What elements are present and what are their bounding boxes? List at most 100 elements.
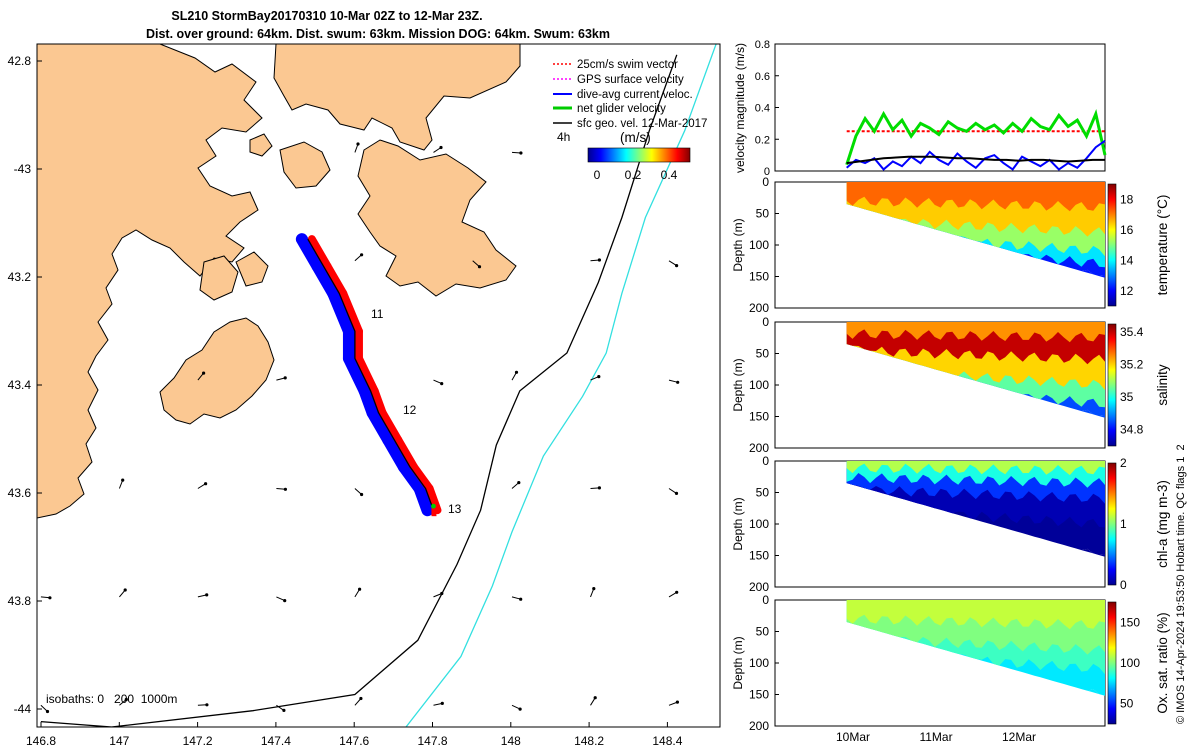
section-colorbar — [1107, 183, 1117, 307]
xtick-11mar: 11Mar — [919, 730, 952, 744]
section-ytick-label: 0 — [762, 593, 769, 607]
current-arrow-head — [205, 593, 209, 597]
vel-ytick-label: 0 — [764, 166, 770, 178]
vel-ytick-label: 0.8 — [755, 39, 770, 51]
dive-avg-current-band — [342, 352, 371, 397]
section-ytick-label: 150 — [749, 270, 769, 284]
glider-track-line — [307, 238, 435, 511]
current-arrow-head — [440, 382, 444, 386]
legend-dive-avg: dive-avg current veloc. — [577, 89, 693, 101]
current-arrow-head — [519, 151, 523, 155]
land-northeast — [273, 44, 521, 151]
current-arrow-head — [124, 697, 128, 702]
legend-gps-velocity: GPS surface velocity — [577, 74, 684, 86]
section-ylabel: Depth (m) — [731, 358, 745, 411]
dive-avg-current-band — [327, 287, 355, 338]
map-colorbar — [587, 147, 691, 163]
section-ytick-label: 100 — [749, 517, 769, 531]
current-arrow-head — [283, 599, 287, 603]
section-colorbar-tick: 35.2 — [1120, 358, 1144, 372]
current-arrow-head — [360, 253, 364, 257]
swim-vector-band — [394, 435, 418, 471]
land-island-3 — [235, 251, 269, 287]
section-ylabel: Depth (m) — [731, 218, 745, 271]
current-arrow-head — [283, 487, 287, 491]
title-line-2: Dist. over ground: 64km. Dist. swum: 63k… — [146, 27, 610, 41]
swim-vector-band — [409, 462, 434, 493]
colorbar-tick-2: 0.4 — [661, 168, 678, 182]
section-colorbar — [1107, 601, 1117, 725]
velocity-panel: 0 0.2 0.4 0.6 0.8 velocity magnitude (m/s) — [733, 39, 1107, 178]
section-colorbar-tick: 50 — [1120, 697, 1134, 711]
current-arrow-head — [674, 491, 679, 495]
current-arrow-head — [514, 370, 519, 374]
velocity-lines: 0 0.2 0.4 0.6 0.8 — [755, 39, 1107, 178]
credit-text: © IMOS 14-Apr-2024 19:53:50 Hobart time.… — [1175, 444, 1187, 724]
legend-interval: 4h — [557, 130, 570, 144]
map-xtick-label: 147.8 — [417, 734, 447, 748]
current-arrow-head — [518, 707, 522, 711]
map-ytick-label: 43.6 — [8, 486, 32, 500]
map-xtick-label: 148 — [501, 734, 521, 748]
velocity-series-line — [845, 108, 1107, 166]
section-layer — [846, 600, 1105, 630]
swim-vector-band — [354, 354, 379, 395]
current-arrow-head — [205, 703, 209, 707]
map-ytick-label: -43 — [14, 162, 32, 176]
current-arrow-head — [358, 587, 362, 591]
section-colorbar — [1107, 462, 1117, 586]
map-xtick-label: 148.4 — [652, 734, 682, 748]
current-arrow-head — [282, 708, 286, 713]
land-peninsula — [159, 317, 275, 425]
legend-sfc-geo: sfc geo. vel. 12-Mar-2017 — [577, 118, 707, 130]
section-colorbar-tick: 14 — [1120, 253, 1134, 267]
section-layer — [846, 182, 1105, 212]
vel-ytick-label: 0.6 — [755, 71, 770, 83]
section-panel-1: 0 50 100 150 200 Depth (m) 34.8 35 35.2 35.4 salin… — [731, 315, 1170, 455]
track-end-marker — [431, 506, 437, 517]
section-ytick-label: 50 — [756, 347, 770, 361]
swim-vector-band — [339, 289, 363, 336]
map-ytick-label: 43.4 — [8, 378, 32, 392]
section-ytick-label: 50 — [756, 486, 770, 500]
current-arrow-head — [675, 700, 680, 704]
isobath-200m-line — [40, 54, 678, 727]
title-line-1: SL210 StormBay20170310 10-Mar 02Z to 12-… — [171, 9, 482, 23]
section-ytick-label: 150 — [749, 410, 769, 424]
section-ytick-label: 150 — [749, 549, 769, 563]
section-panel-0: 0 50 100 150 200 Depth (m) 12 14 16 18 temperature… — [731, 175, 1170, 315]
swim-vector-band — [307, 235, 332, 271]
map-panel: 146.8 147 147.2 147.4 147.6 147.8 148 148.2 148.… — [8, 43, 721, 748]
section-colorbar-tick: 0 — [1120, 578, 1127, 592]
current-arrow-head — [592, 587, 596, 591]
swim-vector-band — [378, 408, 403, 444]
xtick-12mar: 12Mar — [1002, 730, 1036, 744]
current-arrow-head — [356, 142, 360, 146]
map-xtick-label: 146.8 — [26, 734, 56, 748]
section-ytick-label: 100 — [749, 378, 769, 392]
current-arrow-head — [48, 596, 52, 600]
map-axes: 146.8 147 147.2 147.4 147.6 147.8 148 148.2 148.… — [8, 54, 683, 748]
map-ytick-label: 43.2 — [8, 270, 32, 284]
isobath-label: isobaths: 0 200 1000m — [46, 692, 177, 706]
track-label-13: 13 — [448, 502, 462, 516]
land-east-block — [357, 139, 517, 297]
legend-net-glider: net glider velocity — [577, 103, 666, 115]
colorbar-tick-0: 0 — [594, 168, 601, 182]
map-ytick-label: 42.8 — [8, 54, 32, 68]
current-arrow-head — [123, 588, 127, 592]
section-colorbar-tick: 100 — [1120, 656, 1140, 670]
swim-vector-band — [323, 262, 348, 298]
map-dynamic-layer — [40, 44, 717, 727]
current-arrow-head — [519, 597, 523, 601]
track-end-glider — [431, 503, 436, 509]
map-ytick-label: 43.8 — [8, 594, 32, 608]
section-colorbar-tick: 16 — [1120, 223, 1134, 237]
current-arrow-head — [517, 481, 521, 485]
current-arrow-head — [597, 486, 602, 490]
section-ytick-label: 100 — [749, 656, 769, 670]
track-label-11: 11 — [371, 307, 384, 321]
section-ytick-label: 150 — [749, 688, 769, 702]
